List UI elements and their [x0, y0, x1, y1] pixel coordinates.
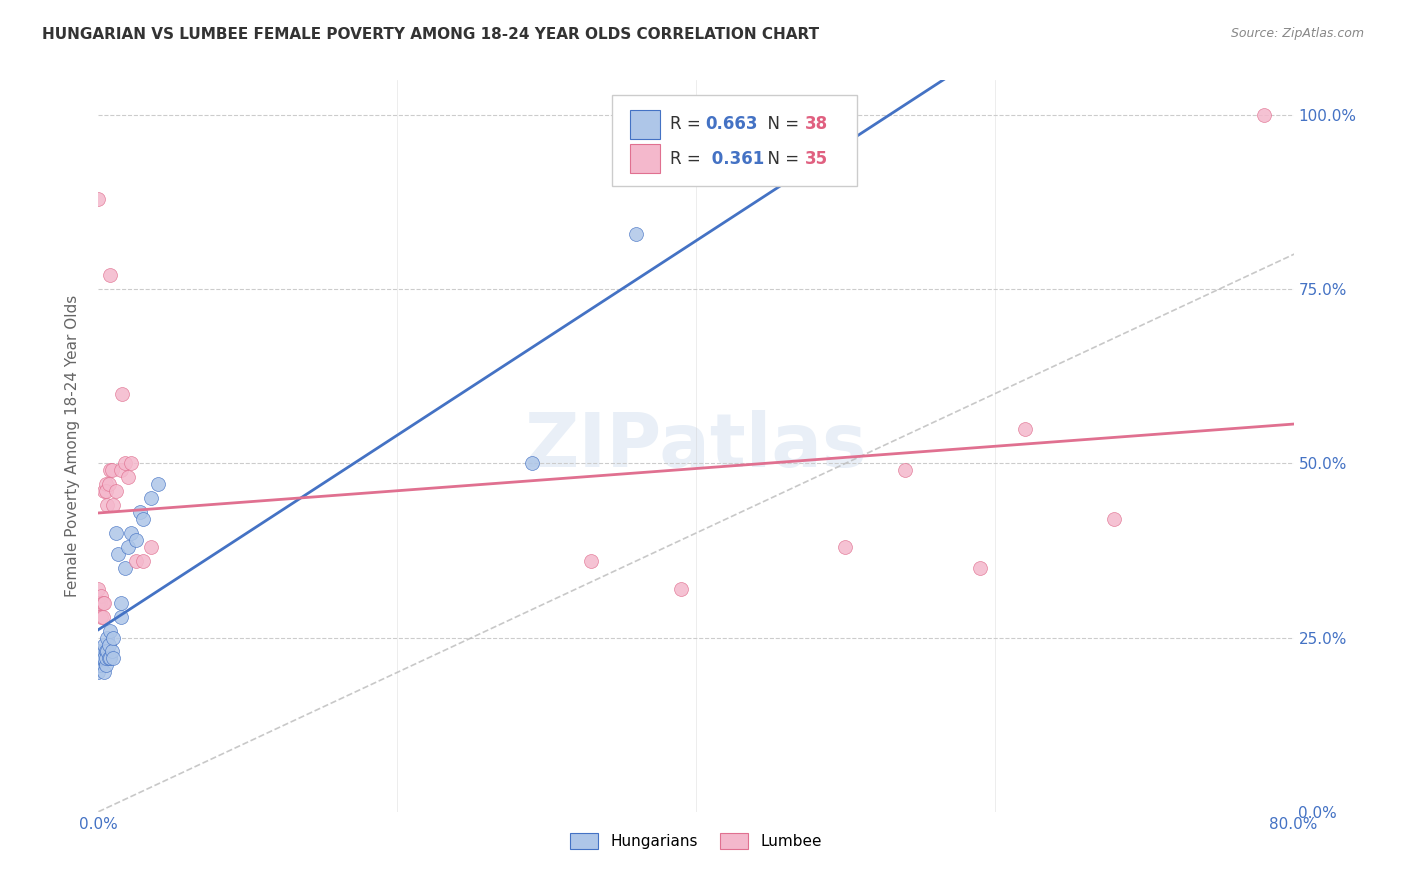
- Text: R =: R =: [669, 115, 706, 133]
- Point: [87, 665, 110, 680]
- Point: [105, 484, 128, 499]
- Point: [87, 658, 110, 673]
- Point: [87, 644, 110, 658]
- Point: [148, 477, 170, 491]
- Point: [110, 609, 132, 624]
- Point: [94, 644, 117, 658]
- Point: [98, 624, 122, 638]
- Point: [101, 463, 124, 477]
- Point: [581, 554, 603, 568]
- Text: 35: 35: [804, 150, 828, 168]
- Point: [125, 533, 148, 547]
- Point: [90, 589, 112, 603]
- Point: [1253, 108, 1275, 122]
- Point: [90, 651, 112, 665]
- Point: [98, 651, 122, 665]
- FancyBboxPatch shape: [630, 144, 661, 173]
- Point: [103, 631, 125, 645]
- Point: [87, 192, 110, 206]
- Point: [1014, 421, 1036, 435]
- Text: R =: R =: [669, 150, 706, 168]
- Point: [97, 651, 120, 665]
- Text: N =: N =: [756, 150, 804, 168]
- Point: [98, 268, 122, 283]
- Point: [96, 631, 118, 645]
- Point: [97, 477, 120, 491]
- Point: [107, 547, 129, 561]
- Point: [93, 638, 115, 652]
- Point: [114, 561, 136, 575]
- Point: [89, 596, 111, 610]
- Point: [669, 582, 692, 596]
- Point: [98, 463, 122, 477]
- Point: [96, 644, 118, 658]
- Point: [87, 596, 110, 610]
- Text: ZIPatlas: ZIPatlas: [524, 409, 868, 483]
- Point: [94, 658, 117, 673]
- Text: 0.663: 0.663: [706, 115, 758, 133]
- Point: [111, 386, 134, 401]
- Point: [93, 484, 115, 499]
- Point: [94, 651, 117, 665]
- Point: [110, 596, 132, 610]
- Point: [139, 540, 162, 554]
- Point: [93, 651, 115, 665]
- Point: [520, 457, 543, 471]
- Point: [91, 651, 114, 665]
- Point: [132, 554, 155, 568]
- Point: [101, 644, 124, 658]
- Point: [834, 540, 856, 554]
- Point: [97, 638, 120, 652]
- Point: [91, 609, 114, 624]
- Text: 38: 38: [804, 115, 828, 133]
- Y-axis label: Female Poverty Among 18-24 Year Olds: Female Poverty Among 18-24 Year Olds: [65, 295, 80, 597]
- Point: [1104, 512, 1126, 526]
- Text: HUNGARIAN VS LUMBEE FEMALE POVERTY AMONG 18-24 YEAR OLDS CORRELATION CHART: HUNGARIAN VS LUMBEE FEMALE POVERTY AMONG…: [42, 27, 820, 42]
- Point: [94, 484, 117, 499]
- Point: [129, 505, 152, 519]
- Point: [90, 658, 112, 673]
- Point: [103, 498, 125, 512]
- FancyBboxPatch shape: [613, 95, 858, 186]
- FancyBboxPatch shape: [630, 110, 661, 139]
- Point: [91, 596, 114, 610]
- Point: [139, 491, 162, 506]
- Point: [114, 457, 136, 471]
- Point: [90, 609, 112, 624]
- Point: [125, 554, 148, 568]
- Text: Source: ZipAtlas.com: Source: ZipAtlas.com: [1230, 27, 1364, 40]
- Point: [120, 526, 142, 541]
- Point: [117, 540, 139, 554]
- Point: [120, 457, 142, 471]
- Text: 0.361: 0.361: [706, 150, 763, 168]
- Point: [87, 651, 110, 665]
- Point: [132, 512, 155, 526]
- Point: [87, 582, 110, 596]
- Point: [117, 470, 139, 484]
- Point: [93, 596, 115, 610]
- Legend: Hungarians, Lumbee: Hungarians, Lumbee: [564, 827, 828, 855]
- Text: N =: N =: [756, 115, 804, 133]
- Point: [110, 463, 132, 477]
- Point: [87, 651, 110, 665]
- Point: [91, 644, 114, 658]
- Point: [94, 477, 117, 491]
- Point: [96, 498, 118, 512]
- Point: [105, 526, 128, 541]
- Point: [93, 665, 115, 680]
- Point: [626, 227, 648, 241]
- Point: [969, 561, 991, 575]
- Point: [894, 463, 917, 477]
- Point: [103, 651, 125, 665]
